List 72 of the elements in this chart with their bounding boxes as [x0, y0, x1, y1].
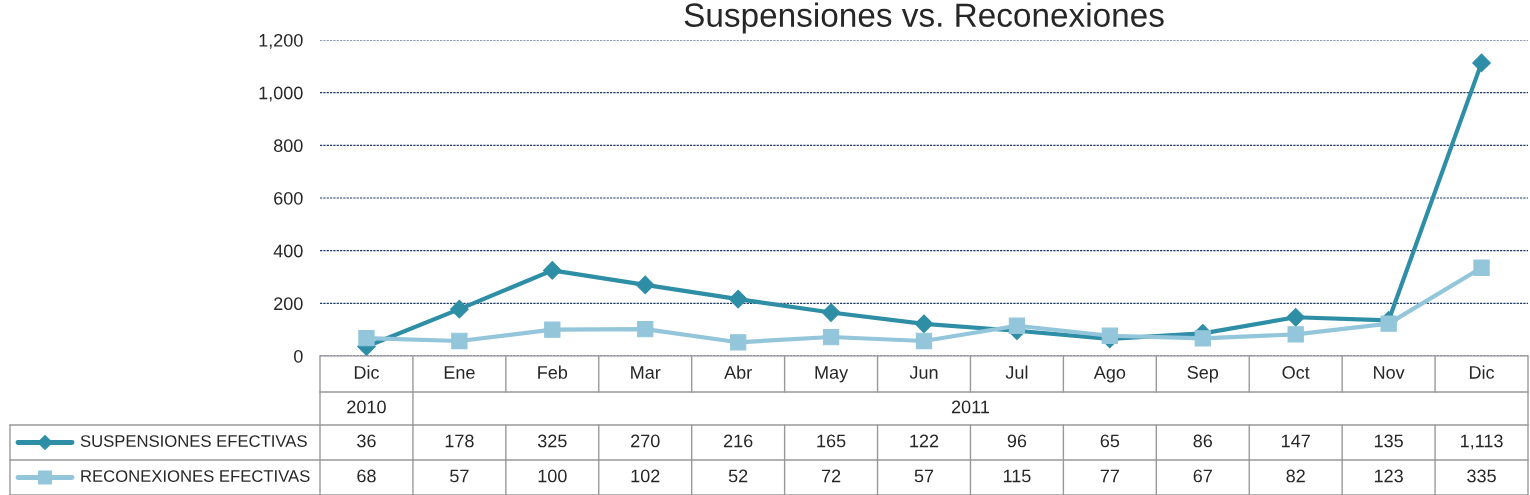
x-tick-label: May — [815, 366, 849, 383]
point — [637, 320, 654, 338]
point — [914, 314, 934, 334]
x-tick-label: Mar — [631, 366, 661, 379]
data-label: 67 — [1193, 469, 1212, 483]
point — [542, 261, 562, 280]
point — [1194, 330, 1211, 347]
x-tick-label: Jul — [1005, 365, 1028, 379]
y-tick-label: 800 — [274, 139, 303, 153]
y-tick-label: 600 — [274, 191, 303, 205]
x-tick-label: Nov — [1374, 366, 1405, 379]
x-tick-label: Ago — [1093, 366, 1126, 383]
data-label: 165 — [817, 434, 846, 448]
data-label: 122 — [910, 434, 939, 448]
data-label: 36 — [357, 434, 376, 448]
point — [1008, 317, 1026, 334]
point — [358, 329, 375, 347]
legend-label: SUSPENSIONES EFECTIVAS — [80, 435, 307, 447]
point — [822, 328, 840, 346]
point — [1101, 327, 1118, 344]
data-label: 57 — [450, 469, 469, 483]
point — [1473, 259, 1490, 276]
point — [1472, 53, 1491, 73]
point — [451, 332, 468, 350]
legend-label: RECONEXIONES EFECTIVAS — [81, 470, 310, 482]
x-tick-label: Dic — [1469, 365, 1495, 379]
data-label: 1,113 — [1460, 434, 1503, 450]
point — [1380, 315, 1397, 332]
chart-title: Suspensiones vs. Reconexiones — [684, 2, 1164, 34]
data-label: 216 — [724, 434, 753, 448]
y-tick-label: 200 — [274, 297, 303, 311]
data-label: 68 — [357, 469, 376, 483]
data-label: 72 — [821, 469, 841, 483]
text: 2011 — [951, 400, 989, 414]
y-tick-label: 1,200 — [259, 33, 303, 49]
y-tick-label: 400 — [273, 244, 303, 258]
data-label: 86 — [1193, 434, 1213, 448]
data-label: 82 — [1286, 469, 1305, 483]
y-tick-label: 0 — [294, 349, 303, 363]
data-label: 77 — [1100, 469, 1119, 483]
point — [635, 275, 655, 295]
x-tick-label: Ene — [444, 366, 475, 379]
point — [544, 321, 561, 338]
x-tick-label: Sep — [1187, 366, 1219, 383]
data-label: 135 — [1374, 434, 1403, 448]
data-label: 96 — [1007, 434, 1027, 448]
data-label: 147 — [1282, 434, 1310, 448]
x-tick-label: Dic — [354, 365, 380, 379]
point — [915, 332, 933, 350]
point — [728, 289, 748, 309]
point — [821, 303, 841, 322]
data-label: 115 — [1003, 469, 1031, 483]
x-tick-label: Feb — [538, 365, 568, 379]
data-label: 270 — [631, 434, 660, 448]
data-label: 102 — [631, 469, 660, 483]
point — [450, 299, 469, 319]
data-label: 57 — [914, 469, 934, 483]
point — [1286, 307, 1306, 327]
data-label: 65 — [1100, 434, 1120, 448]
data-label: 52 — [728, 469, 748, 483]
data-label: 178 — [445, 434, 474, 448]
point — [730, 334, 747, 351]
text: 2010 — [347, 400, 386, 414]
x-tick-label: Oct — [1282, 366, 1310, 379]
x-tick-label: Jun — [909, 366, 938, 379]
data-label: 335 — [1467, 469, 1496, 483]
x-tick-label: Abr — [724, 365, 752, 379]
data-label: 123 — [1374, 469, 1403, 483]
point — [1287, 326, 1304, 343]
data-label: 100 — [538, 469, 567, 483]
data-label: 325 — [537, 434, 567, 448]
y-tick-label: 1,000 — [259, 86, 303, 102]
